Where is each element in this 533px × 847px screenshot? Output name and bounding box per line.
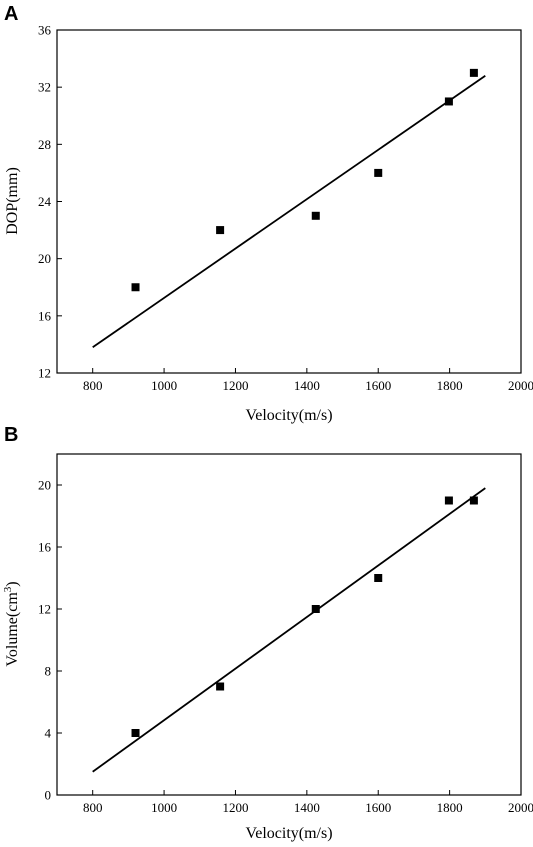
panel-a-data-point [444, 97, 453, 106]
panel-a-data-point [131, 283, 140, 292]
panel-a-y-tick-label: 36 [38, 23, 52, 38]
panel-a-x-tick-label: 1000 [151, 378, 177, 393]
panel-b-data-point [131, 729, 140, 737]
panel-a-y-tick-label: 20 [38, 251, 51, 266]
panel-a-label: A [4, 3, 18, 25]
panel-b: B 800 1000 1200 1400 1600 1800 2000 048121620 … [2, 424, 533, 842]
panel-a-y-axis-label: DOP(mm) [4, 167, 21, 235]
panel-b-y-tick-label: 12 [38, 602, 51, 617]
panel-b-y-tick-label: 8 [45, 664, 52, 679]
panel-a-x-tick-label: 2000 [508, 378, 533, 393]
panel-b-y-axis: 0 4 8 12 16 20 [38, 478, 62, 803]
panel-a-y-tick-label: 32 [38, 80, 51, 95]
panel-b-plot-area [56, 453, 522, 796]
panel-b-y-tick-label: 20 [38, 478, 51, 493]
panel-b-y-axis-label-close: ) [4, 581, 21, 586]
panel-a-y-tick-label: 28 [38, 137, 51, 152]
panel-b-y-axis-label-main: Volume(cm [4, 592, 21, 667]
panel-b-x-tick-label: 2000 [508, 800, 533, 815]
panel-a-y-tick-label: 16 [38, 308, 52, 323]
panel-b-y-axis-label: Volume(cm3) [2, 581, 21, 666]
panel-b-data-points [131, 496, 478, 737]
panel-b-y-tick-label: 4 [45, 726, 52, 741]
panel-b-x-axis-label: Velocity(m/s) [245, 825, 332, 842]
panel-a-data-point [469, 68, 478, 77]
panel-a-y-tick-label: 24 [38, 194, 52, 209]
panel-a-x-tick-label: 1600 [365, 378, 391, 393]
panel-a-x-axis-label: Velocity(m/s) [245, 407, 332, 424]
panel-a-fit-line [92, 74, 486, 349]
panel-a-y-tick-label: 12 [38, 366, 51, 381]
panel-a-data-point [311, 211, 320, 220]
panel-b-x-tick-label: 800 [83, 800, 103, 815]
panel-b-fit-line [92, 487, 486, 773]
panel-a-x-tick-label: 1800 [437, 378, 463, 393]
panel-b-data-point [374, 574, 383, 582]
panel-a-x-tick-label: 1200 [222, 378, 248, 393]
panel-b-x-tick-label: 1600 [365, 800, 391, 815]
panel-a-plot-area [56, 29, 522, 374]
panel-a-data-point [374, 168, 383, 177]
panel-b-x-tick-label: 1200 [222, 800, 248, 815]
panel-b-x-tick-label: 1800 [437, 800, 463, 815]
panel-a-data-point [216, 226, 225, 235]
panel-a-x-tick-label: 800 [83, 378, 103, 393]
panel-b-data-point [469, 496, 478, 505]
panel-b-x-tick-label: 1400 [294, 800, 320, 815]
panel-a: A 800 1000 1200 1400 1600 1800 2000 12 16 20 24 28… [4, 3, 533, 424]
panel-b-y-tick-label: 16 [38, 540, 52, 555]
panel-a-x-tick-label: 1400 [294, 378, 320, 393]
panel-a-x-axis: 800 1000 1200 1400 1600 1800 2000 [83, 368, 533, 393]
panel-a-y-axis: 12 16 20 24 28 32 36 [38, 23, 62, 381]
panel-a-data-points [131, 68, 478, 292]
panel-b-data-point [444, 496, 453, 505]
panel-b-y-tick-label: 0 [45, 788, 52, 803]
panel-b-data-point [216, 682, 225, 691]
panel-b-y-axis-label-superscript: 3 [2, 586, 14, 592]
panel-b-x-tick-label: 1000 [151, 800, 177, 815]
panel-b-label: B [4, 424, 18, 446]
panel-b-data-point [311, 605, 320, 613]
panel-b-x-axis: 800 1000 1200 1400 1600 1800 2000 [83, 790, 533, 815]
